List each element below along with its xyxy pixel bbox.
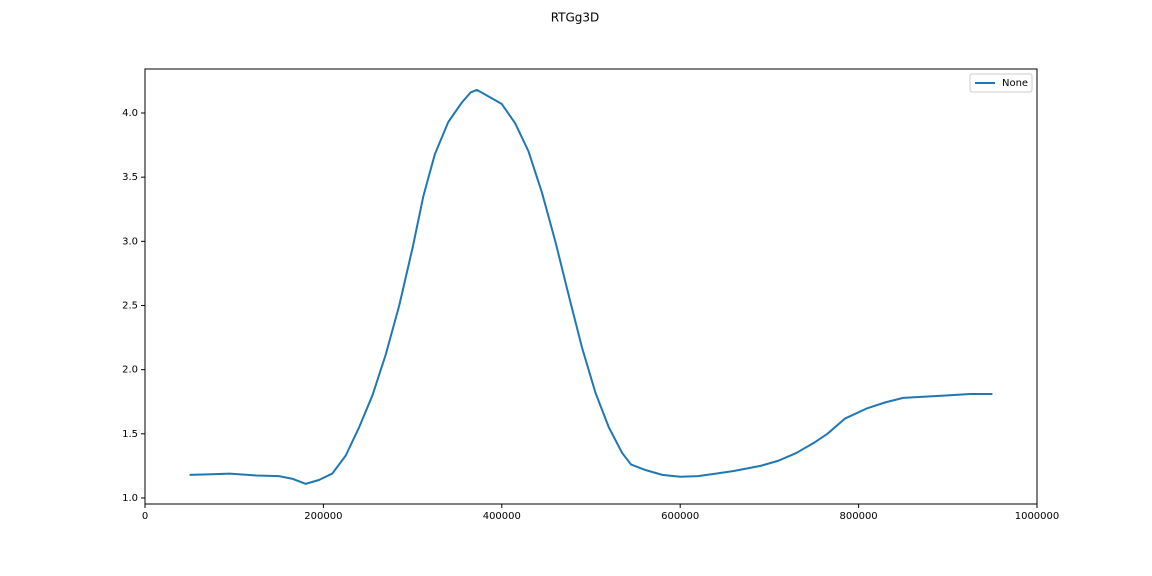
line — [189, 88, 993, 485]
x-tick-label: 400000 — [483, 511, 521, 522]
y-tick-label: 4.0 — [122, 108, 138, 119]
chart-title: RTGg3D — [551, 11, 600, 25]
legend-label: None — [1002, 78, 1028, 89]
y-tick-label: 1.5 — [122, 429, 138, 440]
y-tick-label: 2.5 — [122, 300, 138, 311]
axes-frame — [144, 68, 1038, 505]
y-tick-label: 3.0 — [122, 236, 138, 247]
x-tick-label: 600000 — [661, 511, 699, 522]
x-tick-label: 200000 — [304, 511, 342, 522]
x-tick-label: 1000000 — [1015, 511, 1060, 522]
y-tick-label: 3.5 — [122, 172, 138, 183]
x-tick-label: 800000 — [840, 511, 878, 522]
x-tick-label: 0 — [142, 511, 148, 522]
y-tick-label: 1.0 — [122, 493, 138, 504]
legend-box — [969, 73, 1033, 93]
y-tick-label: 2.0 — [122, 365, 138, 376]
